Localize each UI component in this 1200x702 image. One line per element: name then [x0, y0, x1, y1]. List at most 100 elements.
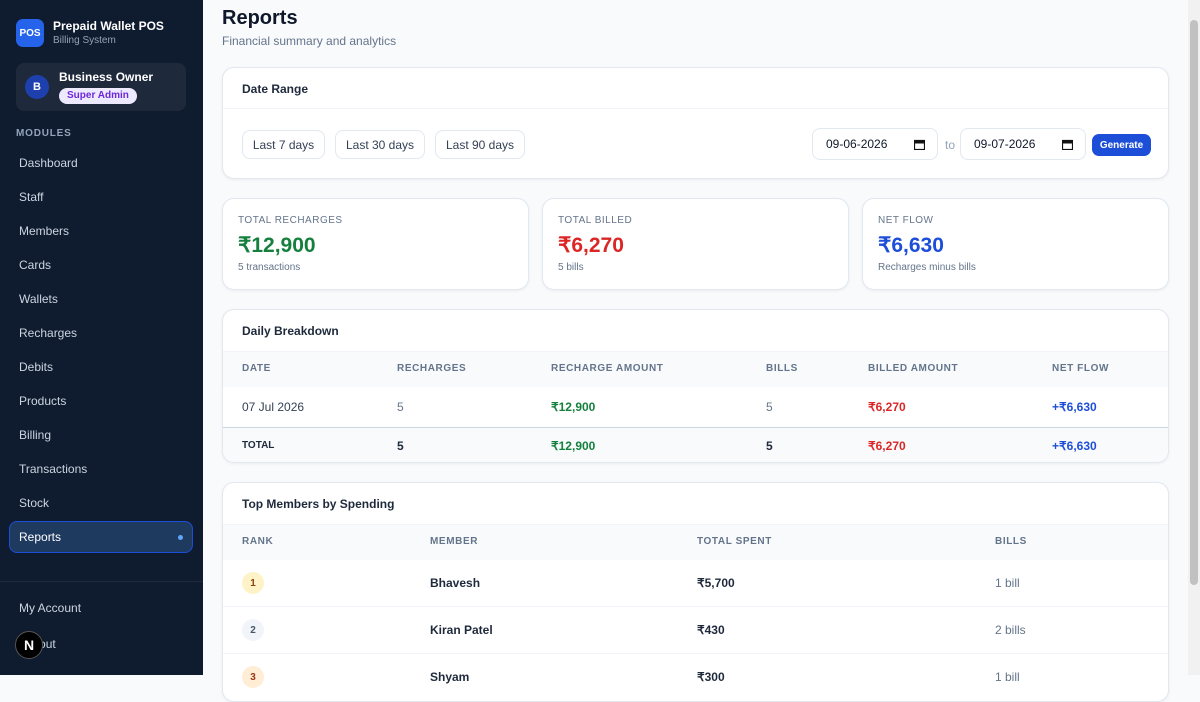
section-label: MODULES	[16, 128, 72, 139]
nav-item[interactable]: Dashboard	[19, 156, 78, 170]
card-title: Top Members by Spending	[242, 497, 395, 511]
table-cell: 1 bill	[995, 670, 1020, 684]
table-header-bg	[223, 351, 1168, 387]
stat-label: TOTAL BILLED	[558, 215, 633, 226]
stat-label: NET FLOW	[878, 215, 934, 226]
nav-item[interactable]: Billing	[19, 428, 52, 442]
stat-card: TOTAL BILLED ₹6,270 5 bills	[542, 198, 849, 290]
top-members-card: Top Members by Spending RANK MEMBER TOTAL S…	[222, 482, 1169, 702]
total-cell: ₹6,270	[868, 439, 906, 453]
table-cell: 1 bill	[995, 576, 1020, 590]
column-header: NET FLOW	[1052, 363, 1110, 374]
table-cell: Shyam	[430, 670, 470, 684]
role-badge: Super Admin	[59, 88, 137, 104]
avatar: B	[25, 75, 49, 99]
column-header: BILLS	[766, 363, 798, 374]
stat-value: ₹12,900	[238, 234, 316, 257]
brand-title: Prepaid Wallet POS	[53, 19, 164, 33]
stat-value: ₹6,630	[878, 234, 944, 257]
sidebar: POS Prepaid Wallet POS Billing System B …	[0, 0, 203, 675]
total-cell: 5	[766, 439, 773, 453]
divider	[0, 581, 203, 582]
user-name: Business Owner	[59, 70, 154, 84]
nav-active-dot	[178, 535, 183, 540]
column-header: RECHARGES	[397, 363, 467, 374]
table-cell: ₹300	[697, 670, 725, 684]
stat-value: ₹6,270	[558, 234, 624, 257]
preset-button[interactable]: Last 30 days	[335, 130, 425, 159]
table-cell: +₹6,630	[1052, 400, 1097, 414]
date-to-text: 09-07-2026	[974, 137, 1036, 151]
nav-item[interactable]: Cards	[19, 258, 52, 272]
column-header: BILLS	[995, 536, 1027, 547]
table-header-bg	[223, 524, 1168, 560]
table-cell: ₹430	[697, 623, 725, 637]
row-divider	[223, 606, 1168, 607]
nav-item[interactable]: Transactions	[19, 462, 88, 476]
daily-breakdown-card: Daily Breakdown DATE RECHARGES RECHARGE AMO…	[222, 309, 1169, 463]
nav-item[interactable]: Staff	[19, 190, 44, 204]
nav-item[interactable]: Members	[19, 224, 70, 238]
total-cell: +₹6,630	[1052, 439, 1097, 453]
card-title: Date Range	[242, 82, 309, 96]
brand-subtitle: Billing System	[53, 35, 116, 46]
date-from-text: 09-06-2026	[826, 137, 888, 151]
total-cell: 5	[397, 439, 404, 453]
table-cell: 5	[397, 400, 404, 414]
page-title: Reports	[222, 7, 298, 29]
scroll-thumb	[1190, 20, 1198, 585]
footer-item[interactable]: My Account	[19, 601, 82, 615]
total-cell: TOTAL	[242, 440, 275, 451]
nav-item[interactable]: Products	[19, 394, 67, 408]
column-header: RANK	[242, 536, 274, 547]
dev-badge[interactable]: N	[15, 631, 43, 659]
table-cell: ₹6,270	[868, 400, 906, 414]
nav-active-bg	[9, 521, 193, 553]
total-cell: ₹12,900	[551, 439, 596, 453]
calendar-icon	[1062, 139, 1073, 150]
card-title: Daily Breakdown	[242, 324, 339, 338]
table-cell: 2 bills	[995, 623, 1026, 637]
nav-item[interactable]: Debits	[19, 360, 54, 374]
nav-item[interactable]: Wallets	[19, 292, 58, 306]
column-header: BILLED AMOUNT	[868, 363, 959, 374]
nav-item[interactable]: Recharges	[19, 326, 78, 340]
to-label: to	[945, 138, 956, 152]
calendar-icon	[914, 139, 925, 150]
divider	[223, 108, 1168, 109]
scrollbar	[1188, 0, 1200, 675]
nav-item[interactable]: Stock	[19, 496, 50, 510]
date-from[interactable]: 09-06-2026	[812, 128, 938, 160]
generate-button[interactable]: Generate	[1092, 134, 1151, 156]
table-cell: ₹5,700	[697, 576, 735, 590]
total-row-bg	[223, 427, 1168, 462]
nav-item[interactable]: Reports	[19, 530, 62, 544]
table-cell: Kiran Patel	[430, 623, 493, 637]
preset-button[interactable]: Last 90 days	[435, 130, 525, 159]
row-divider	[223, 653, 1168, 654]
logo: POS	[16, 19, 44, 47]
stat-note: 5 bills	[558, 262, 584, 273]
page-subtitle: Financial summary and analytics	[222, 34, 397, 48]
stat-note: 5 transactions	[238, 262, 301, 273]
stat-card: NET FLOW ₹6,630 Recharges minus bills	[862, 198, 1169, 290]
stat-card: TOTAL RECHARGES ₹12,900 5 transactions	[222, 198, 529, 290]
column-header: RECHARGE AMOUNT	[551, 363, 664, 374]
rank-badge: 1	[242, 572, 264, 594]
stat-label: TOTAL RECHARGES	[238, 215, 343, 226]
table-cell: ₹12,900	[551, 400, 596, 414]
column-header: MEMBER	[430, 536, 479, 547]
rank-badge: 3	[242, 666, 264, 688]
table-cell: 07 Jul 2026	[242, 400, 305, 414]
date-range-card: Date Range 09-06-2026 to 09-07-2026 Gene…	[222, 67, 1169, 179]
rank-badge: 2	[242, 619, 264, 641]
stat-note: Recharges minus bills	[878, 262, 976, 273]
column-header: TOTAL SPENT	[697, 536, 772, 547]
date-to[interactable]: 09-07-2026	[960, 128, 1086, 160]
table-cell: 5	[766, 400, 773, 414]
table-cell: Bhavesh	[430, 576, 481, 590]
preset-button[interactable]: Last 7 days	[242, 130, 325, 159]
column-header: DATE	[242, 363, 271, 374]
